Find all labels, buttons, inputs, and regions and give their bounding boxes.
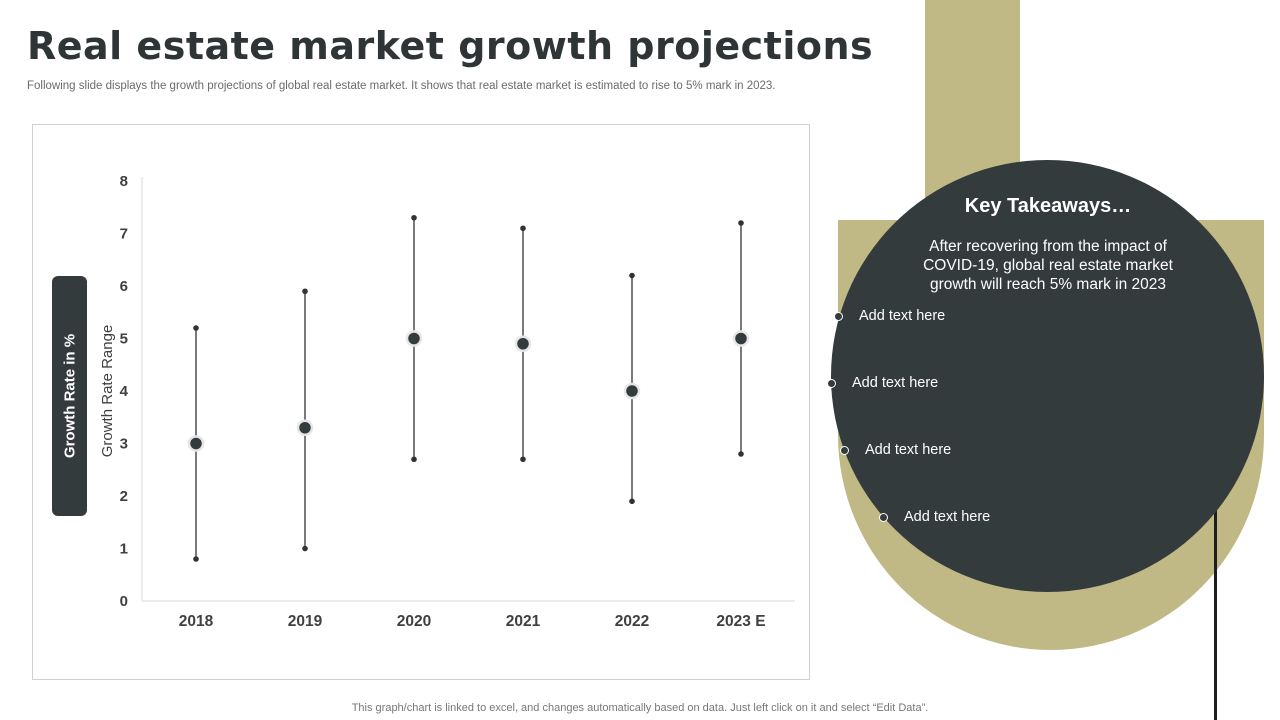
x-tick-label: 2023 E (716, 613, 765, 630)
takeaway-item-text[interactable]: Add text here (859, 308, 946, 324)
takeaway-item-text[interactable]: Add text here (904, 509, 991, 525)
bullet-icon (834, 311, 843, 321)
x-tick-label: 2018 (179, 613, 214, 630)
y-tick-label: 8 (120, 173, 128, 190)
growth-rate-point (623, 382, 641, 400)
takeaway-item-text[interactable]: Add text here (852, 375, 939, 391)
bullet-icon (840, 445, 849, 455)
key-takeaways-body: After recovering from the impact of COVI… (923, 238, 1173, 293)
growth-rate-point (296, 419, 314, 436)
x-tick-label: 2019 (288, 613, 323, 630)
y-tick-label: 4 (120, 383, 129, 400)
y-tick-label: 5 (120, 331, 128, 348)
growth-rate-point (405, 330, 423, 347)
low-point (411, 456, 417, 463)
high-point (629, 272, 635, 279)
low-point (193, 556, 199, 562)
y-tick-label: 7 (120, 226, 128, 243)
growth-chart[interactable]: 0 1 2 3 4 5 6 7 8 Growth Rate Range 2018 2019 2020 20… (0, 0, 830, 700)
takeaway-item[interactable]: Add text here (834, 306, 945, 326)
bullet-icon (879, 512, 888, 522)
low-point (302, 545, 308, 552)
page-title: Real estate market growth projections (27, 24, 874, 68)
high-point (302, 288, 308, 295)
page-subtitle: Following slide displays the growth proj… (27, 80, 776, 92)
y-axis-title: Growth Rate Range (99, 325, 116, 458)
x-tick-label: 2020 (397, 613, 431, 630)
y-tick-label: 1 (120, 541, 128, 558)
growth-rate-point (187, 435, 205, 452)
growth-rate-point (732, 330, 750, 347)
low-point (520, 456, 526, 463)
low-point (629, 498, 635, 505)
y-tick-label: 2 (120, 488, 128, 505)
takeaway-item[interactable]: Add text here (840, 440, 951, 460)
takeaway-item[interactable]: Add text here (827, 373, 938, 393)
side-label-text: Growth Rate in % (61, 333, 78, 459)
takeaway-item-text[interactable]: Add text here (865, 442, 952, 458)
decorative-line (1214, 470, 1217, 720)
y-tick-label: 0 (120, 593, 128, 610)
key-takeaways-panel (831, 160, 1264, 592)
x-tick-label: 2022 (615, 613, 649, 630)
high-point (193, 325, 199, 331)
growth-rate-side-label: Growth Rate in % (52, 276, 87, 516)
key-takeaways-title: Key Takeaways… (964, 195, 1132, 217)
chart-frame[interactable] (32, 124, 810, 680)
low-point (738, 451, 744, 457)
high-point (411, 214, 417, 221)
bullet-icon (827, 378, 836, 388)
y-tick-label: 3 (120, 436, 128, 453)
high-point (738, 220, 744, 226)
footnote: This graph/chart is linked to excel, and… (351, 702, 929, 714)
y-tick-label: 6 (120, 278, 128, 295)
growth-rate-point (514, 335, 532, 352)
takeaway-item[interactable]: Add text here (879, 507, 990, 527)
high-point (520, 225, 526, 232)
x-tick-label: 2021 (506, 613, 541, 630)
